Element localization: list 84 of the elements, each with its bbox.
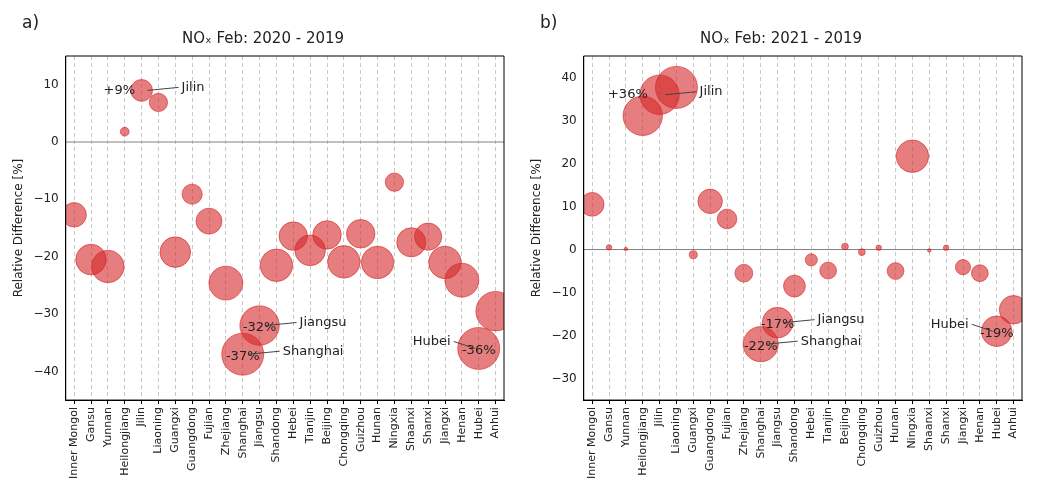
x-tick-label: Shanghai <box>235 407 249 459</box>
x-tick-label: Shaanxi <box>404 407 418 452</box>
x-tick-label: Liaoning <box>151 407 165 454</box>
y-tick-label: −10 <box>551 284 577 299</box>
data-label: -37% <box>225 347 260 363</box>
x-tick-label: Beijing <box>837 407 851 445</box>
y-tick-label: −40 <box>33 363 59 378</box>
x-tick-label: Jiangxi <box>437 407 451 445</box>
x-tick-label: Guangdong <box>703 407 717 471</box>
x-tick-label: Jiangxi <box>955 407 969 445</box>
x-tick-label: Heilongjiang <box>117 407 131 476</box>
x-tick-label: Zhejiang <box>736 407 750 456</box>
x-tick-label: Shanxi <box>939 407 952 445</box>
x-tick-label: Hebei <box>286 407 300 439</box>
x-tick-label: Tianjin <box>303 407 317 445</box>
x-tick-label: Jiangsu <box>770 407 784 448</box>
y-tick-label: 30 <box>561 112 577 127</box>
x-tick-label: Liaoning <box>669 407 683 454</box>
x-tick-label: Yunnan <box>100 407 114 449</box>
annotation: Hubei <box>412 332 451 348</box>
data-label: -32% <box>242 318 277 334</box>
x-tick-label: Inner Mongol <box>67 407 81 479</box>
text: b) <box>540 12 558 33</box>
x-tick-label: Inner Mongol <box>585 407 599 479</box>
x-tick-label: Hunan <box>370 407 384 443</box>
annotation: Hubei <box>930 315 969 331</box>
x-tick-label: Zhejiang <box>218 407 232 456</box>
x-tick-label: Henan <box>972 407 986 443</box>
x-tick-label: Gansu <box>601 407 615 443</box>
text: a) <box>22 12 40 33</box>
annotation: Shanghai <box>282 342 344 358</box>
x-tick-label: Shanxi <box>421 407 434 445</box>
annotation: Jiangsu <box>298 313 347 329</box>
annotation: Jiangsu <box>816 311 865 327</box>
y-tick-label: 20 <box>561 155 577 170</box>
y-tick-label: −20 <box>33 248 59 263</box>
x-tick-label: Jiangsu <box>252 407 266 448</box>
chart-title: NOₓ Feb: 2021 - 2019 <box>699 28 863 47</box>
x-tick-label: Anhui <box>488 407 502 439</box>
x-tick-label: Guizhou <box>871 407 885 453</box>
y-tick-label: −20 <box>551 327 577 342</box>
x-tick-label: Heilongjiang <box>635 407 649 476</box>
y-tick-label: 0 <box>51 134 59 149</box>
x-tick-label: Henan <box>454 407 468 443</box>
x-tick-label: Fujian <box>201 407 215 440</box>
annotation: Jilin <box>698 83 723 99</box>
x-tick-label: Yunnan <box>618 407 632 449</box>
x-tick-label: Jilin <box>652 407 666 428</box>
x-tick-label: Shandong <box>269 407 283 463</box>
x-tick-label: Chongqing <box>336 407 350 467</box>
data-label: -36% <box>461 341 496 357</box>
x-tick-label: Guizhou <box>353 407 367 453</box>
x-tick-label: Guangxi <box>168 407 182 453</box>
x-tick-label: Hunan <box>888 407 902 443</box>
x-tick-label: Shandong <box>787 407 801 463</box>
y-axis-title: Relative Difference [%] <box>529 158 544 298</box>
x-tick-label: Gansu <box>83 407 97 443</box>
y-tick-label: 0 <box>569 241 577 256</box>
x-tick-label: Hubei <box>471 407 485 440</box>
x-tick-label: Chongqing <box>854 407 868 467</box>
x-tick-label: Beijing <box>319 407 333 445</box>
y-tick-label: 10 <box>561 198 577 213</box>
y-tick-label: −30 <box>33 306 59 321</box>
x-tick-label: Shanghai <box>753 407 767 459</box>
x-tick-label: Guangxi <box>686 407 700 453</box>
x-tick-label: Tianjin <box>821 407 835 445</box>
y-tick-label: −10 <box>33 191 59 206</box>
x-tick-label: Hubei <box>989 407 1003 440</box>
x-tick-label: Jilin <box>134 407 148 428</box>
x-tick-label: Ningxia <box>905 407 919 449</box>
x-tick-label: Shaanxi <box>922 407 936 452</box>
x-tick-label: Fujian <box>719 407 733 440</box>
annotation: Shanghai <box>800 332 862 348</box>
x-tick-label: Anhui <box>1006 407 1020 439</box>
x-tick-label: Guangdong <box>185 407 199 471</box>
x-tick-label: Hebei <box>804 407 818 439</box>
y-axis-title: Relative Difference [%] <box>11 158 26 298</box>
annotation: Jilin <box>180 78 205 94</box>
y-tick-label: 10 <box>43 76 59 91</box>
data-label: -22% <box>743 337 778 353</box>
chart-title: NOₓ Feb: 2020 - 2019 <box>181 28 345 47</box>
y-tick-label: −30 <box>551 370 577 385</box>
y-tick-label: 40 <box>561 69 577 84</box>
x-tick-label: Ningxia <box>387 407 401 449</box>
